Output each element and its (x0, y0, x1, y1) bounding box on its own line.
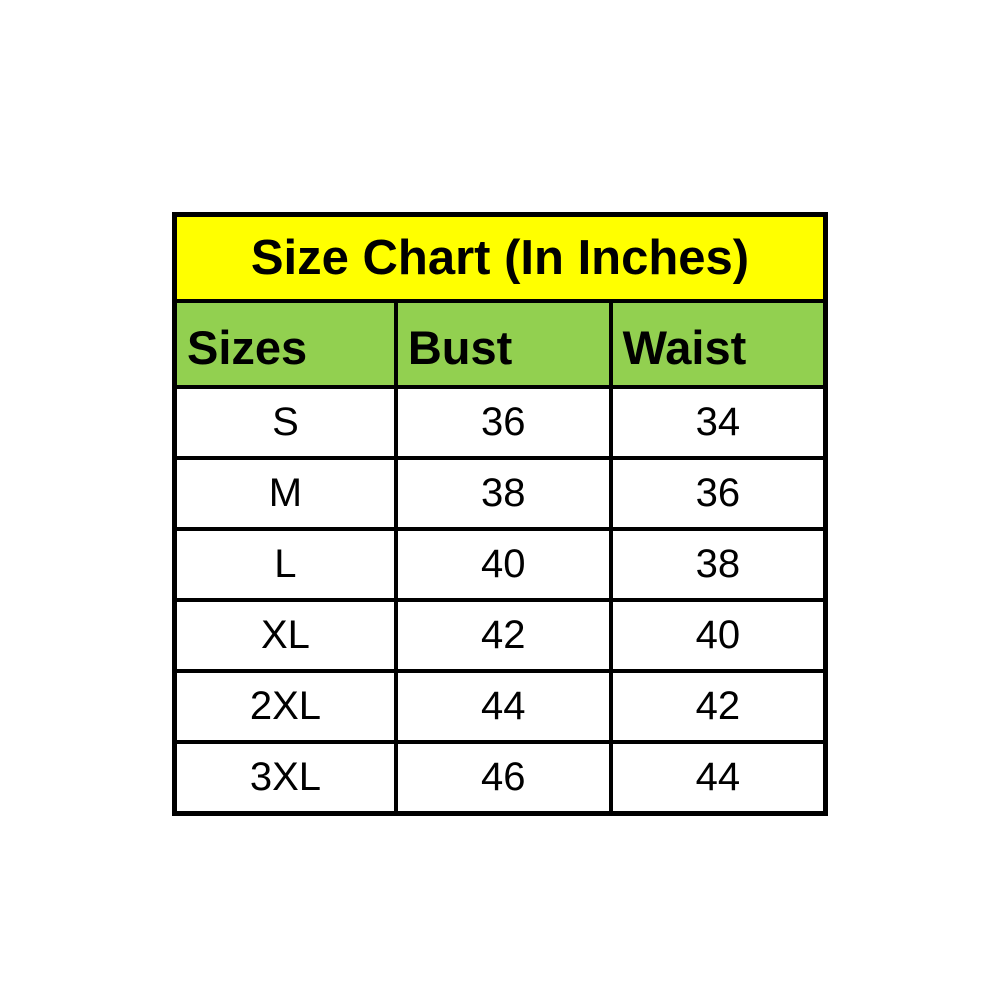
table-row: XL 42 40 (172, 598, 828, 673)
bust-cell: 46 (393, 740, 613, 816)
waist-cell: 44 (608, 740, 828, 816)
table-row: L 40 38 (172, 527, 828, 602)
bust-cell: 36 (393, 385, 613, 460)
size-cell: 2XL (172, 669, 398, 744)
table-title-row: Size Chart (In Inches) (172, 212, 828, 303)
size-cell: L (172, 527, 398, 602)
bust-cell: 38 (393, 456, 613, 531)
table-row: 2XL 44 42 (172, 669, 828, 744)
size-cell: 3XL (172, 740, 398, 816)
bust-cell: 40 (393, 527, 613, 602)
bust-cell: 44 (393, 669, 613, 744)
size-cell: S (172, 385, 398, 460)
waist-cell: 40 (608, 598, 828, 673)
column-header-bust: Bust (393, 299, 613, 389)
table-header-row: Sizes Bust Waist (172, 299, 828, 389)
waist-cell: 36 (608, 456, 828, 531)
size-chart-table: Size Chart (In Inches) Sizes Bust Waist … (172, 212, 828, 816)
bust-cell: 42 (393, 598, 613, 673)
waist-cell: 38 (608, 527, 828, 602)
waist-cell: 42 (608, 669, 828, 744)
table-row: S 36 34 (172, 385, 828, 460)
size-cell: XL (172, 598, 398, 673)
table-row: 3XL 46 44 (172, 740, 828, 816)
waist-cell: 34 (608, 385, 828, 460)
size-cell: M (172, 456, 398, 531)
column-header-sizes: Sizes (172, 299, 398, 389)
table-title: Size Chart (In Inches) (172, 212, 828, 303)
column-header-waist: Waist (608, 299, 828, 389)
table-row: M 38 36 (172, 456, 828, 531)
